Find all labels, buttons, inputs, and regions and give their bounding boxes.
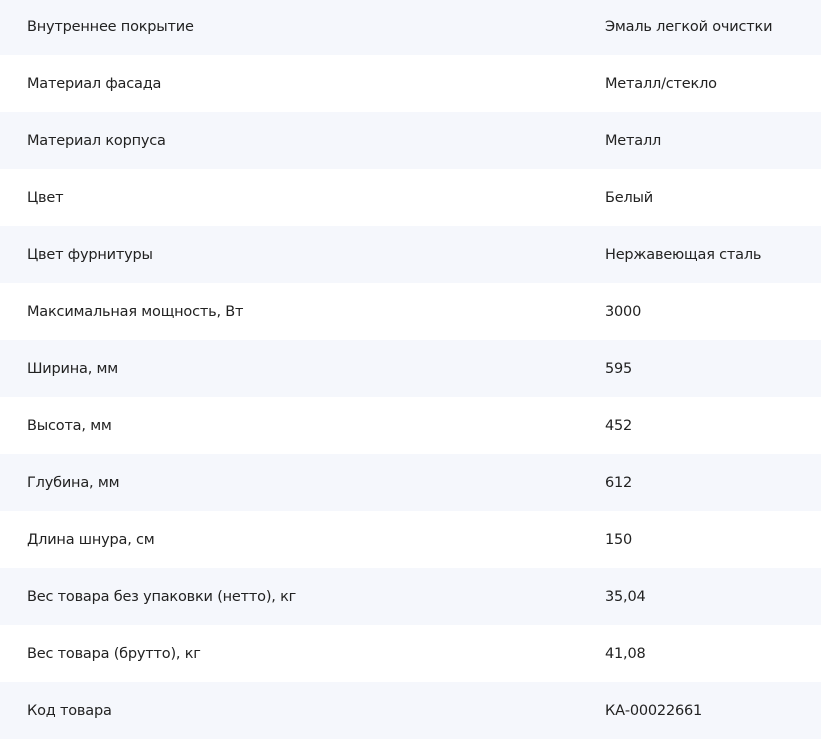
spec-row: Цвет фурнитуры Нержавеющая сталь [0,226,821,283]
spec-label: Максимальная мощность, Вт [27,303,244,320]
spec-label: Материал корпуса [27,132,166,149]
spec-label: Ширина, мм [27,360,119,377]
spec-value: Металл/стекло [605,75,717,92]
spec-row: Глубина, мм 612 [0,454,821,511]
spec-label: Цвет фурнитуры [27,246,153,263]
spec-value: 41,08 [605,645,646,662]
spec-value: 35,04 [605,588,646,605]
spec-row: Высота, мм 452 [0,397,821,454]
spec-value: 612 [605,474,633,491]
spec-row: Материал фасада Металл/стекло [0,55,821,112]
spec-label: Длина шнура, см [27,531,155,548]
spec-value: 595 [605,360,633,377]
spec-value: КА-00022661 [605,702,703,719]
spec-value: Эмаль легкой очистки [605,18,773,35]
spec-row: Цвет Белый [0,169,821,226]
spec-row: Внутреннее покрытие Эмаль легкой очистки [0,0,821,55]
spec-row: Ширина, мм 595 [0,340,821,397]
spec-value: 452 [605,417,633,434]
spec-value: Нержавеющая сталь [605,246,762,263]
spec-value: 150 [605,531,633,548]
spec-row: Код товара КА-00022661 [0,682,821,739]
spec-value: Металл [605,132,662,149]
spec-row: Длина шнура, см 150 [0,511,821,568]
spec-label: Высота, мм [27,417,112,434]
spec-label: Глубина, мм [27,474,120,491]
spec-label: Вес товара без упаковки (нетто), кг [27,588,297,605]
spec-row: Максимальная мощность, Вт 3000 [0,283,821,340]
spec-row: Материал корпуса Металл [0,112,821,169]
spec-value: Белый [605,189,654,206]
spec-label: Цвет [27,189,64,206]
spec-row: Вес товара без упаковки (нетто), кг 35,04 [0,568,821,625]
spec-value: 3000 [605,303,642,320]
spec-label: Код товара [27,702,112,719]
spec-label: Внутреннее покрытие [27,18,194,35]
spec-row: Вес товара (брутто), кг 41,08 [0,625,821,682]
spec-label: Материал фасада [27,75,162,92]
spec-label: Вес товара (брутто), кг [27,645,201,662]
